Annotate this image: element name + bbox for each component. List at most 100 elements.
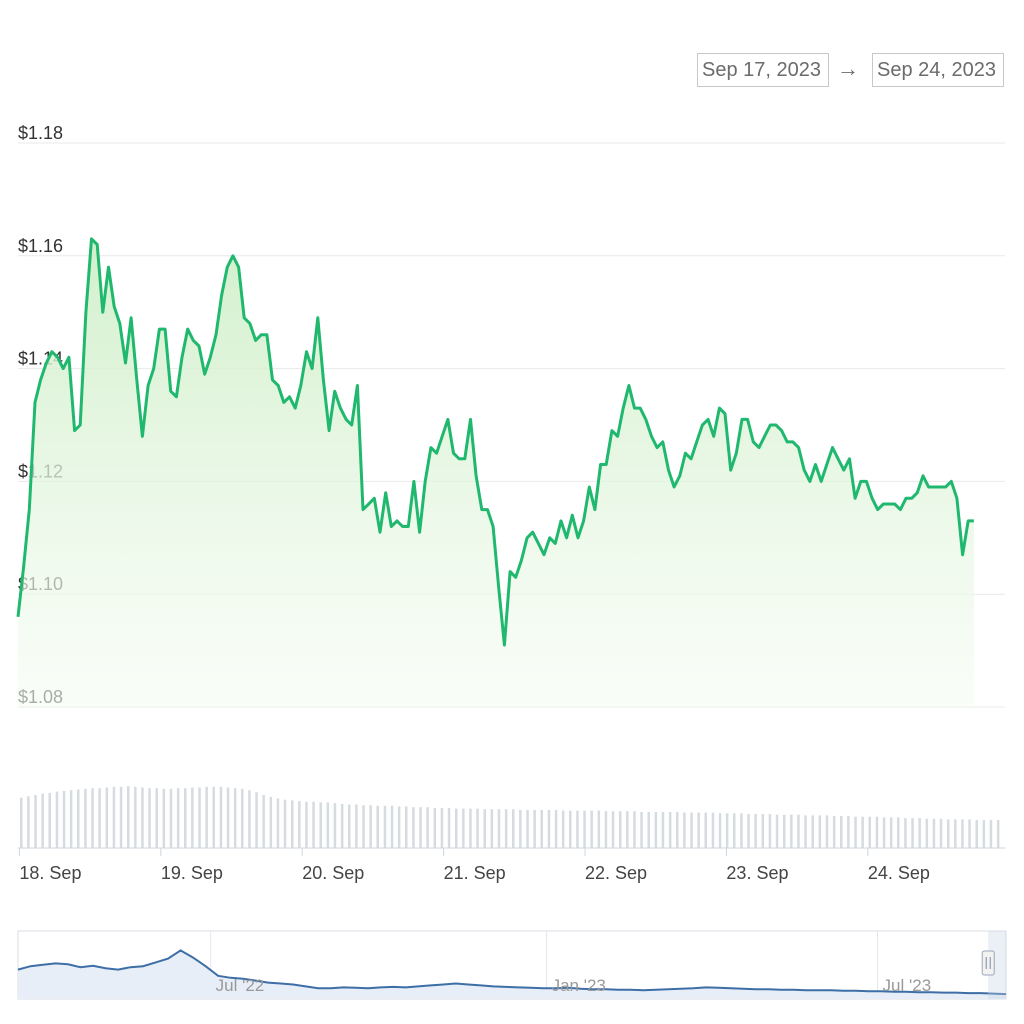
volume-bar — [233, 788, 237, 848]
volume-bar — [433, 807, 437, 848]
navigator-area — [18, 950, 1006, 999]
volume-bar — [533, 809, 536, 848]
volume-bar — [897, 817, 900, 848]
volume-bar — [141, 787, 144, 848]
volume-bar — [754, 814, 757, 848]
volume-bar — [519, 809, 522, 848]
volume-bar — [48, 792, 51, 848]
volume-bar — [676, 812, 679, 848]
x-tick-label: 21. Sep — [444, 863, 506, 883]
volume-bar — [20, 797, 23, 848]
volume-bar — [640, 812, 643, 848]
volume-bar — [611, 811, 615, 848]
volume-bar — [497, 809, 501, 848]
x-tick-label: 18. Sep — [19, 863, 81, 883]
volume-bar — [968, 819, 971, 848]
volume-bar — [283, 799, 287, 848]
volume-bar — [989, 820, 993, 848]
volume-bar — [875, 816, 879, 848]
volume-bar — [904, 818, 907, 848]
volume-bar — [918, 818, 921, 848]
range-to-input[interactable]: Sep 24, 2023 — [872, 53, 1004, 87]
volume-bar — [733, 813, 736, 848]
volume-bar — [811, 815, 814, 848]
volume-bar — [761, 814, 765, 848]
volume-bar — [241, 788, 244, 848]
volume-bar — [847, 816, 850, 848]
volume-bar — [390, 805, 394, 848]
price-area-fill — [18, 238, 974, 707]
volume-bar — [219, 786, 223, 848]
price-line — [16, 237, 974, 647]
volume-bar — [783, 814, 786, 848]
x-tick-label: 20. Sep — [302, 863, 364, 883]
volume-bar — [633, 811, 636, 848]
volume-bar — [312, 801, 315, 848]
volume-bar — [134, 786, 137, 848]
volume-bar — [512, 809, 515, 848]
volume-bar — [725, 813, 729, 848]
volume-bar — [319, 802, 322, 848]
volume-bar — [982, 820, 986, 848]
volume-bar — [169, 788, 173, 848]
volume-bar — [939, 818, 943, 848]
range-from-input[interactable]: Sep 17, 2023 — [697, 53, 829, 87]
y-tick-label: $1.16 — [18, 236, 63, 256]
volume-bar — [554, 809, 558, 848]
range-arrow-icon: → — [837, 56, 859, 81]
volume-bars — [20, 786, 1000, 848]
volume-bar — [569, 810, 572, 848]
volume-bar — [455, 808, 458, 848]
volume-bar — [996, 820, 1000, 848]
volume-bar — [176, 788, 180, 848]
volume-bar — [362, 805, 365, 848]
navigator-handle[interactable] — [981, 950, 995, 976]
volume-bar — [119, 786, 123, 848]
volume-bar — [697, 812, 700, 848]
x-tick-label: 22. Sep — [585, 863, 647, 883]
volume-bar — [690, 812, 693, 848]
volume-bar — [191, 787, 194, 848]
volume-bar — [276, 798, 280, 848]
volume-bar — [683, 812, 686, 848]
volume-bar — [854, 816, 857, 848]
volume-bar — [526, 809, 529, 848]
volume-bar — [383, 805, 387, 848]
volume-bar — [155, 788, 158, 848]
volume-bar — [711, 812, 715, 848]
volume-bar — [405, 806, 408, 848]
volume-bar — [84, 788, 87, 848]
volume-bar — [832, 816, 836, 848]
volume-bar — [597, 810, 601, 848]
volume-bar — [626, 811, 629, 848]
volume-bar — [248, 790, 251, 848]
volume-bar — [604, 811, 608, 848]
volume-bar — [561, 810, 565, 848]
volume-bar — [447, 807, 451, 848]
volume-bar — [184, 788, 187, 848]
volume-bar — [947, 819, 950, 848]
volume-bar — [583, 810, 586, 848]
volume-bar — [419, 807, 422, 848]
x-axis-labels: 18. Sep 19. Sep 20. Sep 21. Sep 22. Sep 23. S… — [18, 848, 930, 883]
navigator-line — [17, 949, 1007, 996]
volume-bar — [504, 809, 508, 848]
navigator-selection[interactable] — [988, 931, 1006, 999]
volume-bar — [426, 807, 429, 848]
volume-bar — [326, 802, 330, 848]
volume-bar — [41, 793, 44, 848]
volume-bar — [440, 807, 444, 848]
volume-bar — [768, 814, 772, 848]
y-tick-label: $1.18 — [18, 123, 63, 143]
navigator: Jul '22 Jan '23 Jul '23 — [17, 930, 1007, 1000]
volume-bar — [462, 808, 465, 848]
volume-bar — [34, 795, 37, 848]
volume-bar — [291, 800, 294, 848]
navigator-tick-label: Jul '23 — [883, 976, 932, 995]
volume-bar — [961, 819, 964, 848]
volume-bar — [340, 803, 344, 848]
volume-bar — [205, 786, 208, 848]
volume-bar — [797, 814, 800, 848]
volume-bar — [889, 817, 893, 848]
volume-bar — [483, 809, 486, 848]
